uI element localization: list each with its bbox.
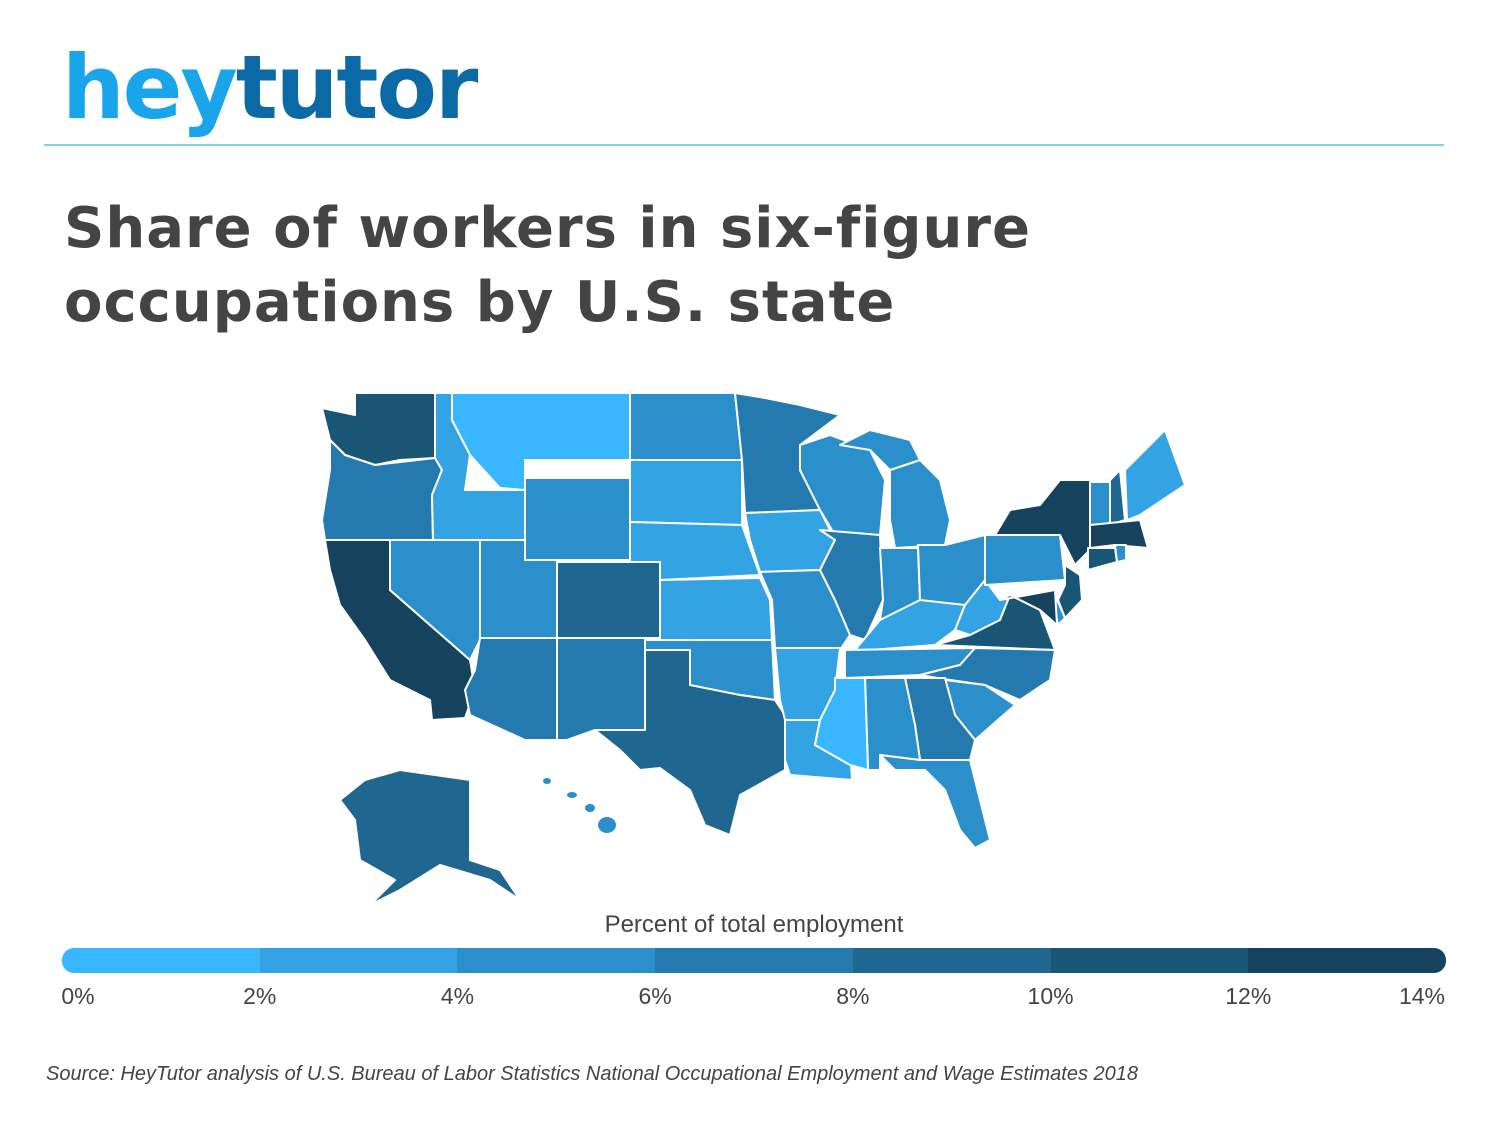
legend-tick-label: 6% bbox=[638, 983, 672, 1009]
state-hi bbox=[585, 804, 595, 812]
state-hi bbox=[543, 778, 551, 784]
state-ny bbox=[994, 479, 1091, 566]
legend-tick-label: 10% bbox=[1027, 983, 1074, 1009]
legend-bin bbox=[259, 948, 458, 973]
legend-tick-label: 2% bbox=[243, 983, 277, 1009]
state-nd bbox=[629, 392, 743, 461]
state-az bbox=[464, 637, 558, 741]
state-co bbox=[556, 561, 661, 639]
legend-bin bbox=[1248, 948, 1446, 973]
state-ri bbox=[1114, 544, 1127, 563]
state-md bbox=[999, 589, 1058, 626]
source-note: Source: HeyTutor analysis of U.S. Bureau… bbox=[46, 1063, 1139, 1085]
legend-bin bbox=[62, 948, 260, 973]
state-ma bbox=[1089, 519, 1149, 549]
state-hi bbox=[567, 792, 577, 798]
page-title: Share of workers in six-figure occupatio… bbox=[64, 196, 1031, 335]
state-nh bbox=[1109, 469, 1126, 526]
state-ks bbox=[659, 577, 773, 641]
state-wy bbox=[524, 477, 631, 561]
legend-title: Percent of total employment bbox=[604, 911, 904, 938]
legend-tick-label: 0% bbox=[61, 983, 95, 1009]
state-mt bbox=[451, 392, 631, 491]
legend-bin bbox=[1050, 948, 1249, 973]
legend-tick-label: 8% bbox=[836, 983, 870, 1009]
state-tx bbox=[594, 649, 786, 836]
state-ak bbox=[339, 769, 521, 906]
state-mi bbox=[889, 459, 951, 549]
legend-bin bbox=[655, 948, 853, 973]
state-nm bbox=[556, 637, 646, 741]
state-mi bbox=[839, 429, 921, 471]
legend-color-bar bbox=[62, 948, 1446, 973]
state-ms bbox=[814, 677, 869, 771]
legend-bin bbox=[852, 948, 1051, 973]
state-pa bbox=[984, 534, 1066, 586]
state-hi bbox=[598, 817, 616, 833]
legend-tick-label: 12% bbox=[1225, 983, 1272, 1009]
legend-tick-label: 14% bbox=[1398, 983, 1446, 1009]
state-fl bbox=[879, 754, 991, 849]
legend-tick-label: 4% bbox=[440, 983, 475, 1009]
state-me bbox=[1124, 429, 1186, 521]
heytutor-logo: heytutor bbox=[62, 36, 478, 139]
state-ia bbox=[744, 509, 836, 573]
legend-bin bbox=[457, 948, 656, 973]
state-ct bbox=[1087, 547, 1118, 571]
state-sd bbox=[629, 459, 743, 526]
state-vt bbox=[1089, 481, 1113, 526]
divider bbox=[44, 144, 1444, 146]
